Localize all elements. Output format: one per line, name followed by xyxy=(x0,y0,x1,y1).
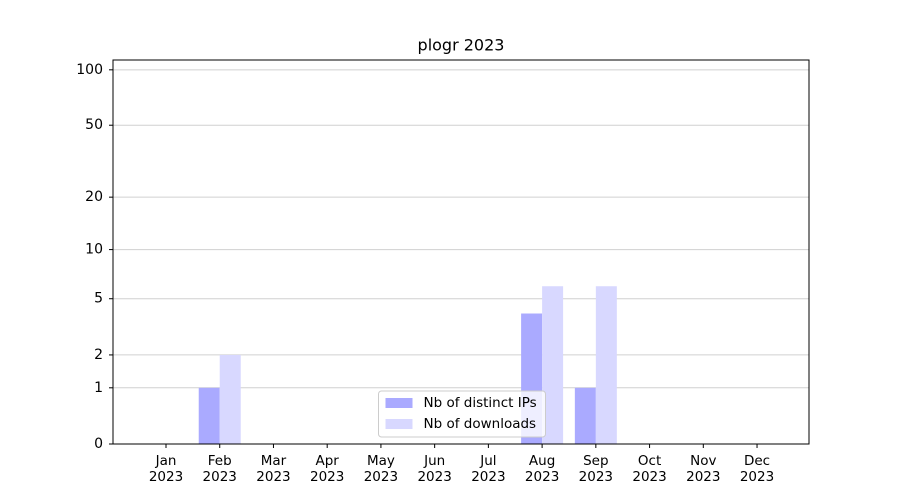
x-tick-label: Apr 2023 xyxy=(310,453,345,485)
y-tick-label: 20 xyxy=(85,189,103,205)
x-tick-label: Dec 2023 xyxy=(739,453,775,485)
x-tick-label: Oct 2023 xyxy=(632,453,667,485)
plot-frame xyxy=(112,59,810,445)
y-tick-label: 0 xyxy=(94,436,103,452)
y-tick-label: 100 xyxy=(76,62,103,78)
x-tick-label: Feb 2023 xyxy=(202,453,237,485)
bar xyxy=(542,286,564,444)
legend-swatch xyxy=(385,398,413,408)
bar xyxy=(574,387,596,444)
x-tick-label: Jul 2023 xyxy=(471,453,506,485)
bar xyxy=(198,387,220,444)
y-tick-label: 2 xyxy=(94,347,103,363)
y-tick-label: 5 xyxy=(94,291,103,307)
legend: Nb of distinct IPs Nb of downloads xyxy=(378,390,546,438)
x-tick-label: Jan 2023 xyxy=(148,453,184,485)
bar xyxy=(595,286,617,444)
y-tick-label: 1 xyxy=(94,380,103,396)
chart-title: plogr 2023 xyxy=(418,36,505,55)
legend-swatch xyxy=(385,419,413,429)
legend-label: Nb of downloads xyxy=(424,416,537,432)
x-tick-label: Nov 2023 xyxy=(686,453,721,485)
x-tick-label: Jun 2023 xyxy=(417,453,452,485)
y-tick-label: 10 xyxy=(85,242,103,258)
y-tick-label: 50 xyxy=(85,117,103,133)
bar xyxy=(219,354,241,444)
x-tick-label: May 2023 xyxy=(363,453,399,485)
x-tick-label: Sep 2023 xyxy=(578,453,613,485)
x-tick-label: Aug 2023 xyxy=(524,453,560,485)
legend-label: Nb of distinct IPs xyxy=(424,395,537,411)
x-tick-label: Mar 2023 xyxy=(256,453,291,485)
legend-box xyxy=(378,390,546,438)
